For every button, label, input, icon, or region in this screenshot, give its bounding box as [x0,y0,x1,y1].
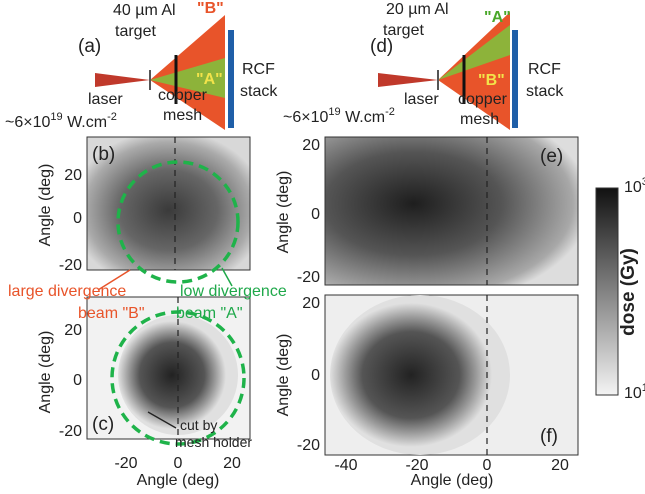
panel-label: (b) [92,144,115,165]
x-axis-label: Angle (deg) [411,472,494,489]
detector-label: RCF [528,61,561,78]
y-tick-label: 0 [73,210,82,227]
y-axis-label: Angle (deg) [275,334,292,417]
target-thickness: 20 µm Al [386,1,449,18]
laser-label: laser [88,91,123,108]
text: -2 [385,106,395,118]
beam-label: "B" [478,72,505,89]
annotation: low divergence [180,283,287,300]
y-tick-label: 20 [64,167,82,184]
x-tick-label: 0 [483,457,492,474]
colorbar [596,188,618,395]
rcf-stack [228,30,234,128]
text: 10 [624,179,642,196]
x-tick-label: -40 [334,457,357,474]
dose-spot [330,295,510,455]
panel-label: (d) [370,36,393,57]
x-tick-label: 0 [174,455,183,472]
annotation: beam "A" [176,305,243,322]
laser-beam [378,73,438,87]
mesh-label: mesh [163,107,202,124]
colorbar-min: 101 [624,382,645,402]
beam-label: "A" [196,71,223,88]
y-axis-label: Angle (deg) [37,164,54,247]
detector-label: RCF [242,61,275,78]
panel-label: (f) [540,426,558,447]
x-tick-label: -20 [405,457,428,474]
x-tick-label: 20 [551,457,569,474]
y-axis-label: Angle (deg) [275,171,292,254]
beam-label: "B" [197,0,224,17]
y-tick-label: 20 [302,295,320,312]
mesh-label: copper [458,91,508,108]
intensity: ~6×1019 W.cm-2 [283,106,395,126]
colorbar-label: dose (Gy) [618,248,639,336]
target-label: target [115,23,156,40]
x-tick-label: 20 [223,455,241,472]
y-tick-label: -20 [59,423,82,440]
text: W.cm [63,114,107,131]
y-tick-label: 0 [73,372,82,389]
colorbar-max: 103 [624,176,645,196]
schematic-d: (d) 20 µm Al target "A" "B" laser copper… [283,1,564,130]
detector-label: stack [240,83,278,100]
beam-label: "A" [484,9,511,26]
x-axis-label: Angle (deg) [137,472,220,489]
y-tick-label: -20 [297,269,320,286]
text: ~6×10 [5,114,50,131]
y-tick-label: 0 [311,367,320,384]
mesh-label: mesh [460,111,499,128]
annotation: large divergence [8,283,126,300]
text: 19 [328,106,340,118]
text: W.cm [341,109,385,126]
y-tick-label: 20 [302,137,320,154]
intensity: ~6×1019 W.cm-2 [5,111,117,131]
x-tick-label: -20 [114,455,137,472]
laser-label: laser [404,91,439,108]
text: 10 [624,385,642,402]
rcf-stack [512,30,518,128]
y-tick-label: 0 [311,206,320,223]
mesh-label: copper [158,87,208,104]
panel-label: (c) [92,414,114,435]
text: ~6×10 [283,109,328,126]
text: -2 [107,111,117,123]
y-tick-label: -20 [297,437,320,454]
annotation: mesh holder [175,434,252,450]
panel-label: (e) [540,146,563,167]
schematic-a: (a) 40 µm Al target "B" "A" laser copper… [5,0,278,131]
annotation: beam "B" [78,305,145,322]
text: 19 [50,111,62,123]
y-axis-label: Angle (deg) [37,331,54,414]
figure: (a) 40 µm Al target "B" "A" laser copper… [0,0,645,494]
laser-beam [95,73,150,87]
y-tick-label: -20 [59,257,82,274]
annotation: cut by [180,417,217,433]
y-tick-label: 20 [64,322,82,339]
panel-label: (a) [78,36,101,57]
target-label: target [383,22,424,39]
detector-label: stack [526,83,564,100]
target-thickness: 40 µm Al [113,2,176,19]
